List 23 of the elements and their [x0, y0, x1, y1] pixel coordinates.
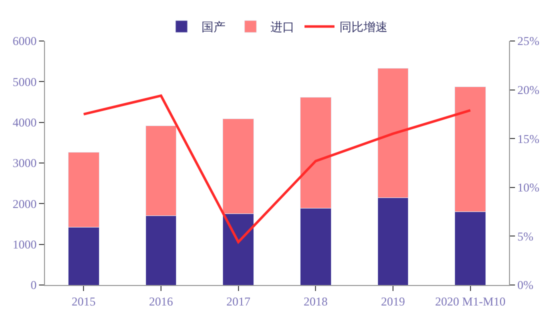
y-tick-label: 5000: [12, 74, 37, 89]
y-tick-label: 0: [30, 278, 37, 292]
line-series: [82, 94, 472, 244]
x-tick-label: 2017: [226, 294, 250, 308]
y2-tick-label: 5%: [517, 229, 534, 244]
legend-label: 同比增速: [340, 20, 388, 34]
y-tick-label: 4000: [12, 116, 37, 130]
y-tick-label: 6000: [12, 34, 37, 48]
y2-tick-label: 20%: [517, 83, 540, 97]
y2-tick-label: 25%: [517, 34, 540, 48]
x-tick-label: 2020 M1-M10: [435, 294, 506, 308]
y-tick-label: 3000: [12, 156, 37, 170]
x-tick-label: 2018: [304, 294, 328, 308]
legend-label: 国产: [202, 20, 226, 34]
x-tick-label: 2016: [149, 294, 173, 308]
y2-tick-label: 10%: [517, 180, 540, 195]
y2-tick-label: 0%: [517, 278, 534, 292]
legend-label: 进口: [270, 20, 294, 34]
x-tick-label: 2015: [72, 294, 96, 308]
x-tick-label: 2019: [381, 294, 405, 308]
y2-tick-label: 15%: [517, 132, 540, 146]
y-tick-label: 1000: [12, 238, 37, 252]
y-tick-label: 2000: [12, 196, 37, 211]
